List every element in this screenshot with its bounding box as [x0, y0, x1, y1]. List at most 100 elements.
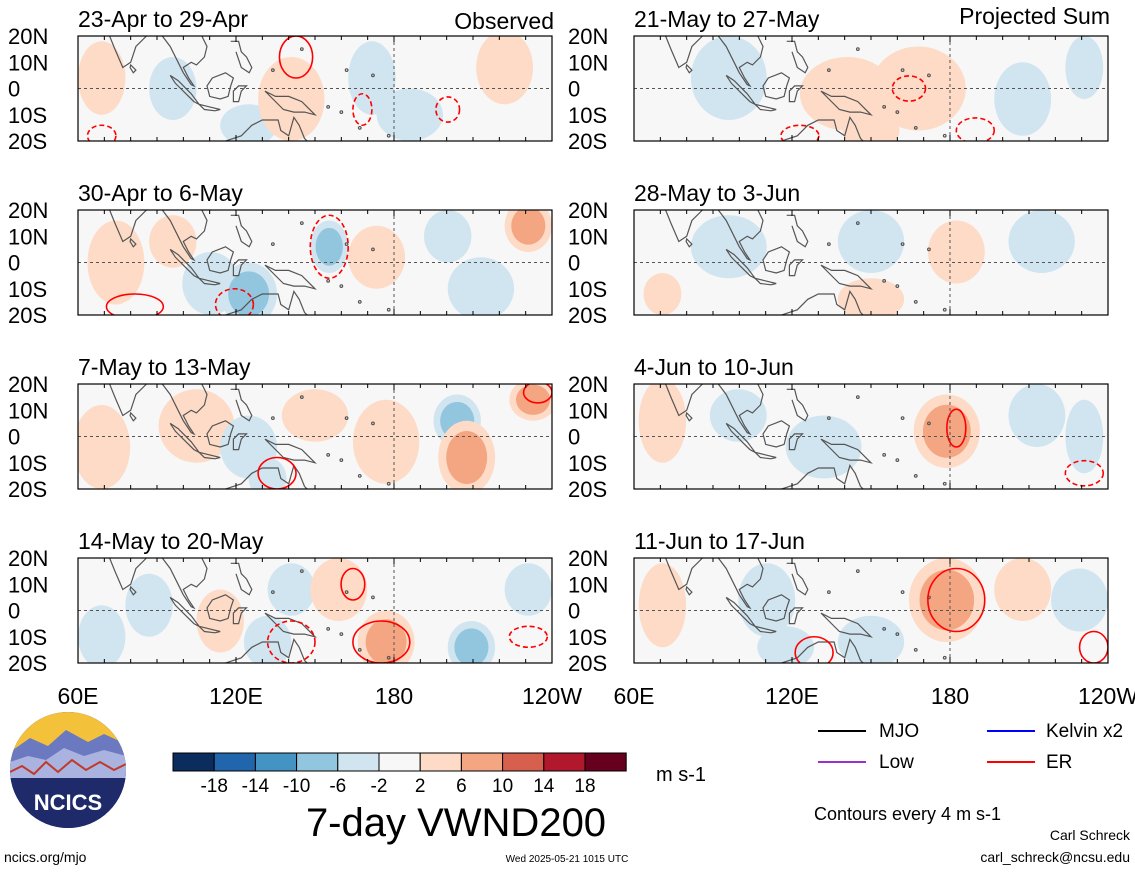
er-contour	[508, 625, 549, 649]
anomaly-region	[1051, 568, 1108, 632]
contour-note: Contours every 4 m s-1	[814, 804, 1001, 824]
anomaly-region	[785, 415, 862, 479]
er-contour	[1078, 630, 1108, 663]
anomaly-region	[1008, 210, 1075, 273]
colorbar-swatch	[584, 752, 627, 772]
er-contour	[891, 75, 927, 102]
er-contour	[946, 408, 967, 448]
anomaly-region	[511, 210, 546, 245]
lat-label: 20N	[568, 24, 608, 49]
colorbar-swatch	[378, 752, 421, 772]
author-name: Carl Schreck	[1050, 827, 1131, 843]
lat-label: 20S	[8, 303, 47, 328]
lat-label: 20S	[568, 651, 607, 676]
anomaly-region	[638, 563, 687, 648]
lat-label: 0	[8, 425, 20, 450]
colorbar-swatch	[172, 752, 215, 772]
anomaly-region	[927, 220, 985, 284]
colorbar: -18 -14 -10 -6 -2 2 6 10 14 18	[172, 752, 627, 797]
projected-label: Projected Sum	[959, 3, 1110, 29]
colorbar-units: m s-1	[656, 764, 706, 786]
colorbar-tick-label: -2	[371, 776, 388, 797]
lon-label: 180	[931, 683, 969, 709]
anomaly-region	[352, 399, 420, 484]
er-contour	[266, 620, 316, 663]
anomaly-region	[837, 615, 905, 663]
legend-label-mjo: MJO	[879, 721, 919, 742]
er-contour	[278, 36, 314, 79]
lat-label: 20N	[8, 372, 48, 397]
lat-label: 20S	[568, 129, 607, 154]
lat-label: 10N	[568, 398, 608, 423]
lat-label: 10N	[8, 224, 48, 249]
anomaly-region	[446, 431, 488, 484]
panel-title: 30-Apr to 6-May	[78, 180, 243, 206]
lat-label: 10S	[568, 103, 607, 128]
colorbar-tick-label: -14	[242, 776, 270, 797]
panel-title: 11-Jun to 17-Jun	[634, 528, 805, 554]
lat-label: 10S	[568, 277, 607, 302]
lat-label: 10S	[8, 277, 47, 302]
anomaly-region	[78, 405, 131, 489]
lat-label: 10N	[568, 224, 608, 249]
lat-label: 10S	[8, 451, 47, 476]
anomaly-region	[125, 573, 173, 637]
colorbar-swatch	[419, 752, 462, 772]
lon-label: 120W	[522, 683, 582, 709]
er-contour	[352, 92, 373, 127]
lat-label: 20S	[8, 477, 47, 502]
anomaly-region	[919, 569, 975, 631]
coastlines	[665, 36, 947, 141]
anomaly-region	[267, 563, 315, 616]
anomaly-region	[504, 563, 552, 616]
anomaly-region	[315, 227, 343, 266]
er-contour	[352, 620, 411, 663]
legend: MJO Kelvin x2 Low ER	[818, 721, 1123, 773]
anomaly-region	[690, 36, 767, 120]
anomaly-region	[842, 109, 900, 141]
anomaly-region	[643, 273, 682, 315]
lat-label: 0	[568, 599, 580, 624]
anomaly-region	[348, 41, 396, 115]
lat-label: 10N	[568, 50, 608, 75]
lat-label: 0	[568, 77, 580, 102]
coastlines	[109, 210, 391, 315]
figure-title: 7-day VWND200	[306, 801, 606, 845]
panel-title: 7-May to 13-May	[78, 354, 251, 380]
colorbar-tick-label: 2	[415, 776, 426, 797]
observed-label: Observed	[454, 8, 554, 34]
legend-label-er: ER	[1046, 752, 1072, 773]
lat-label: 10N	[8, 572, 48, 597]
coastlines	[109, 558, 391, 663]
anomaly-region	[78, 41, 126, 115]
lat-label: 10S	[568, 625, 607, 650]
colorbar-tick-label: 14	[533, 776, 555, 797]
anomaly-region	[348, 225, 406, 289]
lat-label: 0	[8, 77, 20, 102]
anomaly-region	[376, 88, 443, 141]
anomaly-region	[690, 215, 767, 279]
er-contour	[340, 567, 366, 601]
colorbar-swatch	[337, 752, 380, 772]
lon-label: 120E	[765, 683, 819, 709]
anomaly-region	[638, 384, 687, 463]
lat-label: 10S	[8, 103, 47, 128]
legend-label-kelvin: Kelvin x2	[1046, 721, 1123, 742]
anomaly-region	[365, 619, 407, 663]
lat-label: 10S	[568, 451, 607, 476]
anomaly-region	[994, 62, 1052, 136]
colorbar-swatch	[543, 752, 586, 772]
logo-text: NCICS	[34, 790, 102, 815]
er-contour	[86, 124, 117, 141]
lat-label: 0	[8, 599, 20, 624]
er-contour	[257, 456, 297, 489]
er-contour	[522, 384, 552, 404]
lat-label: 20S	[8, 651, 47, 676]
ncics-logo: NCICS	[10, 712, 126, 828]
colorbar-tick-label: 18	[574, 776, 595, 797]
er-contour	[794, 635, 834, 663]
lat-label: 10S	[8, 625, 47, 650]
